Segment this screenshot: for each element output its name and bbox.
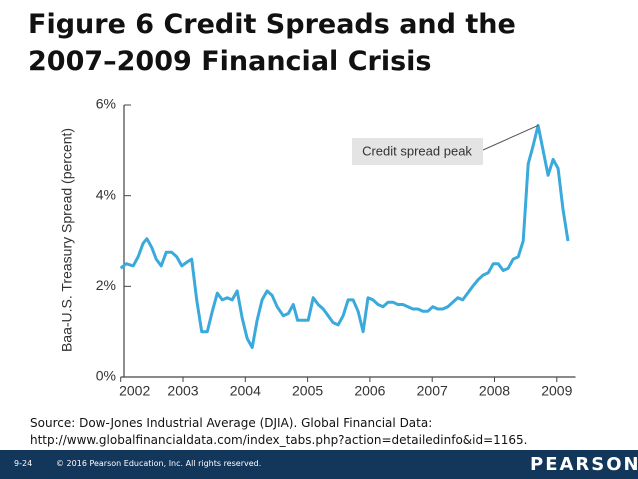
x-tick-label: 2005: [292, 383, 323, 399]
x-tick-label: 2006: [354, 383, 385, 399]
series-line: [119, 123, 570, 349]
x-tick-label: 2002: [119, 383, 150, 399]
x-tick-label: 2009: [541, 383, 572, 399]
source-line: http://www.globalfinancialdata.com/index…: [30, 433, 528, 447]
annotation-leader: [482, 124, 539, 151]
chart: 0% 2% 4% 6% 2002 2003 2004 2005 2006 2007 2008 2009…: [59, 96, 576, 399]
y-tick-label: 4%: [96, 186, 116, 202]
page-number: 9-24: [14, 459, 33, 468]
x-tick-label: 2003: [167, 383, 198, 399]
y-tick-label: 6%: [96, 96, 116, 112]
slide-title: Figure 6 Credit Spreads and the 2007–200…: [28, 9, 516, 77]
footer: 9-24 © 2016 Pearson Education, Inc. All …: [0, 450, 638, 479]
brand: PEARSON: [530, 454, 638, 475]
x-tick-label: 2004: [230, 383, 261, 399]
x-tick-label: 2007: [417, 383, 448, 399]
source-line: Source: Dow-Jones Industrial Average (DJ…: [30, 416, 433, 430]
y-tick-label: 0%: [96, 368, 116, 384]
source: Source: Dow-Jones Industrial Average (DJ…: [30, 415, 528, 449]
y-axis-label: Baa-U.S. Treasury Spread (percent): [59, 128, 75, 352]
annotation-box: [352, 138, 483, 165]
copyright: © 2016 Pearson Education, Inc. All right…: [56, 459, 262, 468]
x-tick-label: 2008: [479, 383, 510, 399]
y-tick-label: 2%: [96, 277, 116, 293]
annotation: Credit spread peak: [362, 143, 472, 158]
